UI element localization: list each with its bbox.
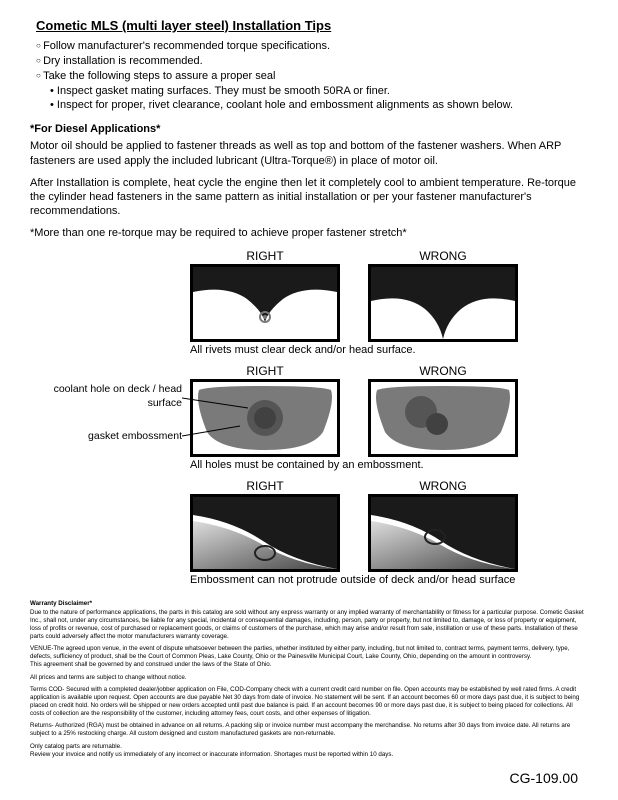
disclaimer-p6: Only catalog parts are returnable.Review… bbox=[30, 743, 588, 759]
caption-1: All rivets must clear deck and/or head s… bbox=[190, 344, 588, 356]
fig-3-right bbox=[190, 494, 340, 572]
label-wrong-3: WRONG bbox=[368, 479, 518, 493]
label-right-2: RIGHT bbox=[190, 364, 340, 378]
page-title: Cometic MLS (multi layer steel) Installa… bbox=[36, 18, 588, 33]
disclaimer-heading: Warranty Disclaimer* bbox=[30, 600, 588, 608]
fig-2-right bbox=[190, 379, 340, 457]
disclaimer-p4: Terms COD- Secured with a completed deal… bbox=[30, 686, 588, 717]
disclaimer-p1: Due to the nature of performance applica… bbox=[30, 609, 588, 640]
fig-row-1: RIGHT WRONG bbox=[30, 249, 588, 356]
disclaimer: Warranty Disclaimer* Due to the nature o… bbox=[30, 600, 588, 759]
disclaimer-p2: VENUE-The agreed upon venue, in the even… bbox=[30, 645, 588, 668]
disclaimer-p5: Returns- Authorized (RGA) must be obtain… bbox=[30, 722, 588, 738]
annot-embossment: gasket embossment bbox=[30, 429, 182, 444]
caption-3: Embossment can not protrude outside of d… bbox=[190, 574, 588, 586]
diesel-heading: *For Diesel Applications* bbox=[30, 123, 588, 135]
annotations: coolant hole on deck / head surface gask… bbox=[30, 364, 190, 444]
subbullet-2: Inspect for proper, rivet clearance, coo… bbox=[36, 98, 588, 113]
fig-3-wrong bbox=[368, 494, 518, 572]
subbullet-1: Inspect gasket mating surfaces. They mus… bbox=[36, 84, 588, 99]
disclaimer-p3: All prices and terms are subject to chan… bbox=[30, 674, 588, 682]
fig-row-2: coolant hole on deck / head surface gask… bbox=[30, 364, 588, 471]
fig-1-wrong bbox=[368, 264, 518, 342]
diesel-p2: After Installation is complete, heat cyc… bbox=[30, 176, 588, 219]
fig-2-wrong bbox=[368, 379, 518, 457]
bullet-1: Follow manufacturer's recommended torque… bbox=[36, 39, 588, 54]
bullet-3: Take the following steps to assure a pro… bbox=[36, 69, 588, 84]
label-right-3: RIGHT bbox=[190, 479, 340, 493]
label-wrong-1: WRONG bbox=[368, 249, 518, 263]
fig-1-right bbox=[190, 264, 340, 342]
label-right-1: RIGHT bbox=[190, 249, 340, 263]
figures: RIGHT WRONG bbox=[30, 249, 588, 586]
fig-row-3: RIGHT WRONG bbox=[30, 479, 588, 586]
label-wrong-2: WRONG bbox=[368, 364, 518, 378]
bullet-list: Follow manufacturer's recommended torque… bbox=[36, 39, 588, 113]
bullet-2: Dry installation is recommended. bbox=[36, 54, 588, 69]
retorque-note: *More than one re-torque may be required… bbox=[30, 227, 588, 239]
diesel-p1: Motor oil should be applied to fastener … bbox=[30, 139, 588, 168]
annot-coolant: coolant hole on deck / head surface bbox=[30, 382, 182, 411]
caption-2: All holes must be contained by an emboss… bbox=[190, 459, 588, 471]
page-number: CG-109.00 bbox=[510, 770, 578, 786]
